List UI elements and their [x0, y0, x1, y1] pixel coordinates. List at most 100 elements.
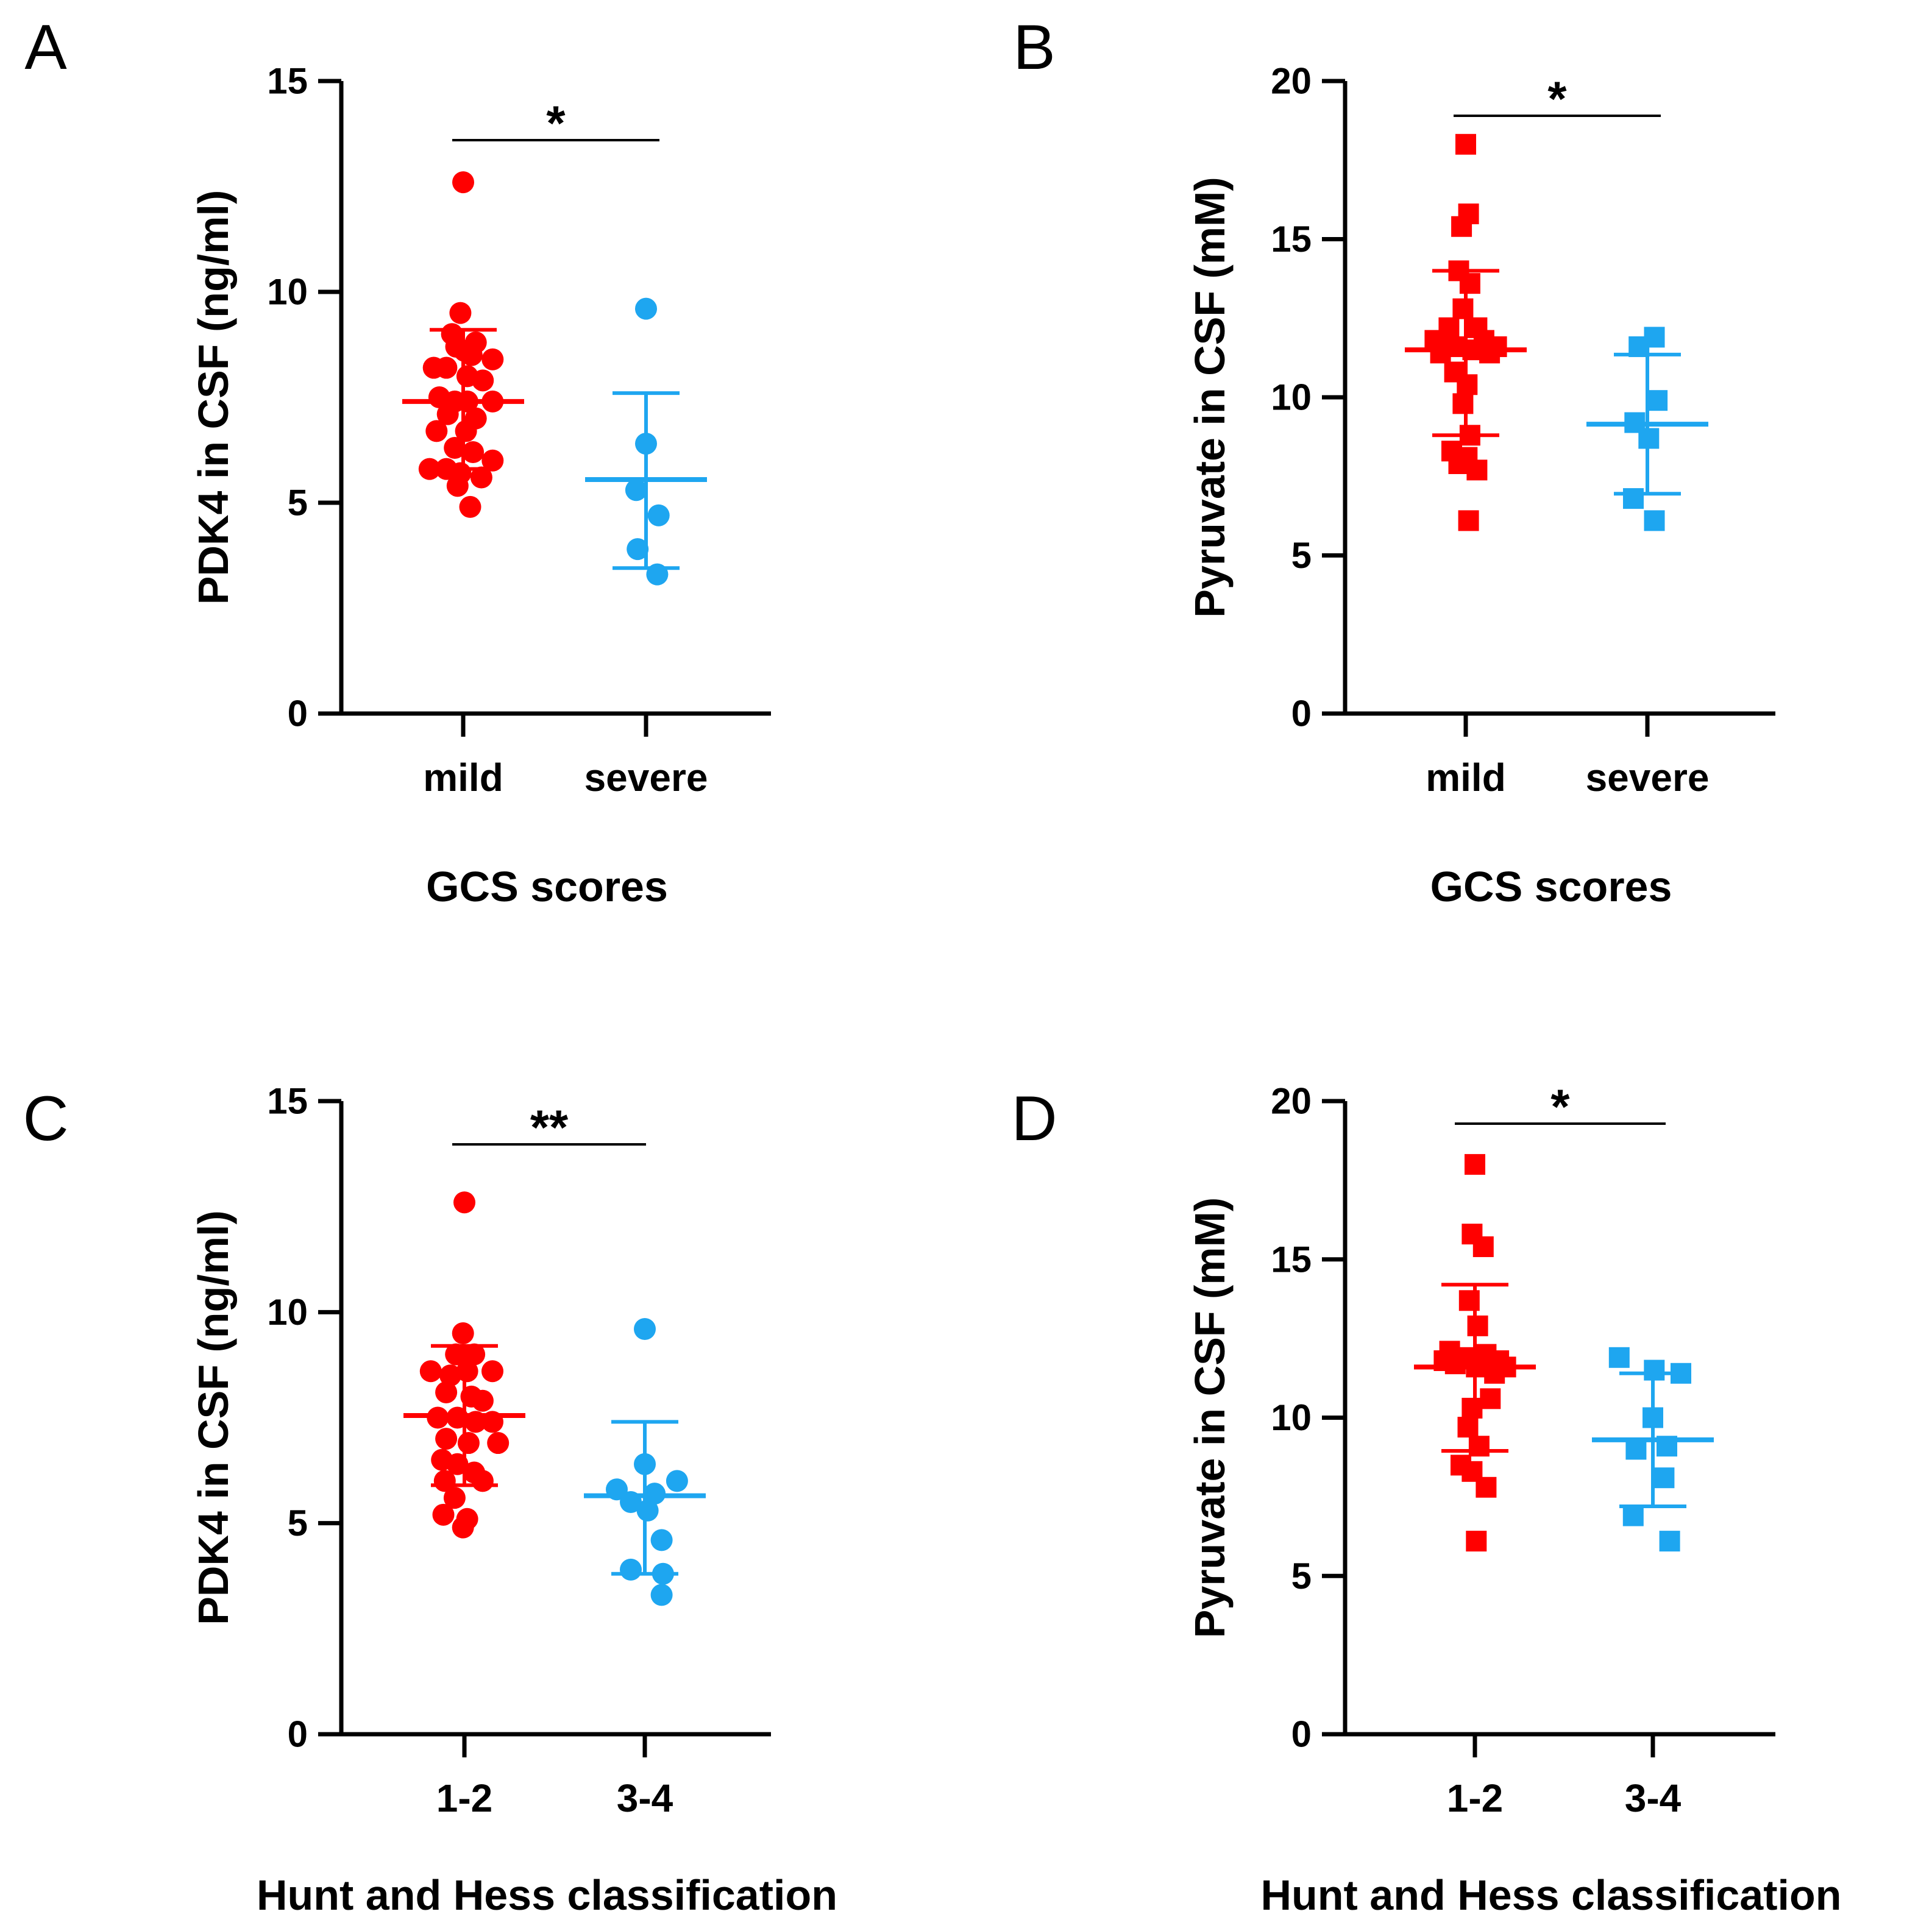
data-point — [1625, 1439, 1647, 1460]
series-3-4 — [584, 1318, 706, 1606]
data-point — [1465, 1154, 1485, 1175]
data-point — [1643, 1407, 1663, 1428]
y-tick-label: 15 — [267, 1081, 308, 1122]
data-point — [1459, 273, 1480, 294]
data-point — [418, 458, 441, 480]
data-point — [1608, 1347, 1630, 1368]
data-point — [1458, 1290, 1480, 1311]
data-point — [1452, 298, 1474, 319]
data-point — [446, 1453, 469, 1475]
x-tick-label: 1-2 — [1447, 1776, 1504, 1820]
data-point — [647, 504, 670, 526]
data-point — [1455, 133, 1476, 155]
y-tick-label: 10 — [1271, 377, 1312, 418]
x-tick-label: 1-2 — [436, 1776, 493, 1820]
data-point — [1461, 1397, 1483, 1419]
y-tick-label: 0 — [1291, 693, 1312, 734]
data-point — [449, 302, 472, 324]
data-point — [650, 1584, 673, 1606]
series-1-2 — [1414, 1154, 1536, 1552]
data-point — [435, 1381, 458, 1403]
x-tick-label: 3-4 — [1625, 1776, 1682, 1820]
data-point — [452, 1516, 474, 1539]
data-point — [1444, 1353, 1466, 1375]
data-point — [460, 344, 483, 366]
y-axis-title: PDK4 in CSF (ng/ml) — [190, 190, 237, 605]
significance-label: * — [546, 96, 566, 151]
data-point — [1430, 342, 1451, 364]
panel-c: C 0 5 10 15 1-2 3-4 PDK4 in CSF (ng/ml) Hunt and… — [23, 1081, 837, 1919]
y-tick-label: 15 — [1271, 219, 1312, 260]
data-point — [472, 369, 494, 392]
data-point — [1466, 1531, 1487, 1552]
y-tick-label: 20 — [1271, 1081, 1312, 1122]
data-point — [452, 171, 474, 194]
significance-label: ** — [530, 1100, 569, 1155]
x-axis-title: GCS scores — [426, 863, 668, 910]
data-point — [1480, 1388, 1501, 1409]
series-3-4 — [1592, 1347, 1714, 1552]
y-axis-title: Pyruvate in CSF (mM) — [1186, 1197, 1234, 1638]
data-point — [439, 1364, 461, 1387]
data-point — [636, 1499, 659, 1522]
data-point — [470, 466, 492, 489]
data-point — [627, 538, 649, 561]
data-point — [457, 1432, 480, 1455]
data-point — [481, 348, 504, 370]
data-point — [1457, 1417, 1479, 1438]
x-tick-label: mild — [1426, 756, 1506, 799]
data-point — [1459, 425, 1480, 446]
y-tick-label: 20 — [1271, 61, 1312, 102]
data-point — [1452, 393, 1474, 414]
x-tick-label: 3-4 — [617, 1776, 673, 1820]
y-tick-label: 0 — [288, 693, 308, 734]
data-point — [1644, 1359, 1665, 1381]
panel-letter: A — [24, 12, 67, 83]
y-axis-title: Pyruvate in CSF (mM) — [1186, 177, 1234, 617]
data-point — [1472, 1236, 1494, 1257]
y-tick-label: 5 — [288, 483, 308, 523]
data-point — [459, 495, 481, 518]
panel-d: D 0 5 10 15 20 1-2 3-4 Pyruvate in CSF (mM) Hunt … — [1011, 1080, 1841, 1919]
series-1-2 — [403, 1191, 525, 1539]
significance-label: * — [1547, 72, 1567, 126]
y-tick-label: 15 — [267, 61, 308, 102]
data-point — [635, 297, 657, 320]
x-tick-label: mild — [423, 756, 503, 799]
y-tick-label: 5 — [1291, 535, 1312, 576]
data-point — [625, 479, 647, 501]
y-tick-label: 5 — [1291, 1556, 1312, 1597]
data-point — [1671, 1363, 1691, 1384]
data-point — [425, 420, 448, 442]
data-point — [634, 1453, 656, 1475]
panel-a: A 0 5 10 15 mild severe PDK4 in CSF (ng/ml) GCS … — [24, 12, 771, 910]
data-point — [463, 1343, 486, 1366]
data-point — [1647, 390, 1668, 411]
data-point — [666, 1470, 688, 1492]
data-point — [646, 563, 669, 586]
data-point — [444, 437, 466, 459]
data-point — [446, 475, 469, 497]
data-point — [419, 1360, 442, 1383]
data-point — [462, 441, 485, 463]
x-axis-title: Hunt and Hess classification — [257, 1871, 837, 1919]
panel-letter: B — [1013, 12, 1055, 83]
data-point — [652, 1562, 674, 1585]
data-point — [1448, 453, 1469, 474]
data-point — [433, 1470, 456, 1492]
data-point — [1476, 1476, 1497, 1498]
panel-letter: D — [1011, 1083, 1057, 1154]
data-point — [1622, 1505, 1644, 1526]
data-point — [435, 1428, 458, 1450]
data-point — [650, 1529, 673, 1551]
data-point — [481, 1360, 503, 1383]
data-point — [435, 356, 458, 379]
data-point — [1468, 1436, 1490, 1457]
data-point — [452, 1322, 474, 1344]
series-mild — [402, 171, 524, 518]
series-severe — [1586, 327, 1708, 531]
data-point — [487, 1432, 510, 1455]
y-tick-label: 5 — [288, 1503, 308, 1543]
data-point — [1458, 510, 1479, 531]
